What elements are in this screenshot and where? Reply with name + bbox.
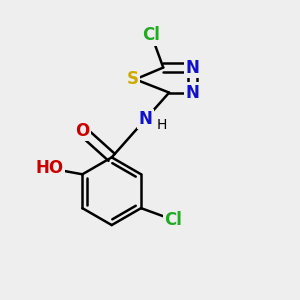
Text: N: N: [186, 84, 200, 102]
Text: Cl: Cl: [164, 211, 182, 229]
Text: O: O: [75, 122, 89, 140]
Text: H: H: [157, 118, 167, 132]
Text: HO: HO: [36, 159, 64, 177]
Text: Cl: Cl: [142, 26, 160, 44]
Text: N: N: [186, 58, 200, 76]
Text: N: N: [139, 110, 152, 128]
Text: S: S: [126, 70, 138, 88]
